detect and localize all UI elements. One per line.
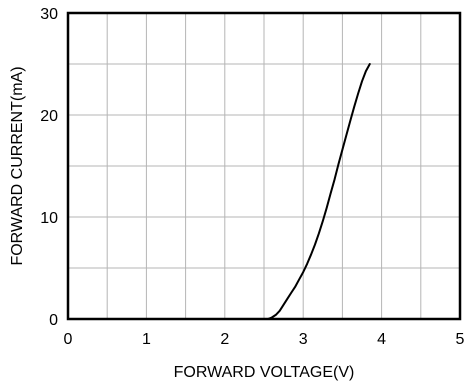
y-tick-label: 10: [40, 210, 58, 227]
x-tick-label: 0: [64, 331, 73, 348]
x-tick-labels: 0 1 2 3 4 5: [64, 331, 464, 348]
x-tick-label: 3: [299, 331, 308, 348]
y-axis-title: FORWARD CURRENT(mA): [9, 66, 26, 265]
x-tick-label: 1: [142, 331, 151, 348]
y-tick-labels: 0 10 20 30: [40, 6, 58, 329]
y-tick-label: 20: [40, 108, 58, 125]
x-tick-label: 4: [377, 331, 386, 348]
plot-frame: [66, 11, 462, 321]
series-line: [266, 63, 371, 320]
x-tick-label: 5: [456, 331, 464, 348]
series-layer: [68, 63, 371, 320]
y-tick-label: 30: [40, 6, 58, 23]
x-tick-label: 2: [220, 331, 229, 348]
x-axis-title: FORWARD VOLTAGE(V): [174, 364, 355, 381]
grid: [68, 13, 460, 319]
y-tick-label: 0: [49, 312, 58, 329]
